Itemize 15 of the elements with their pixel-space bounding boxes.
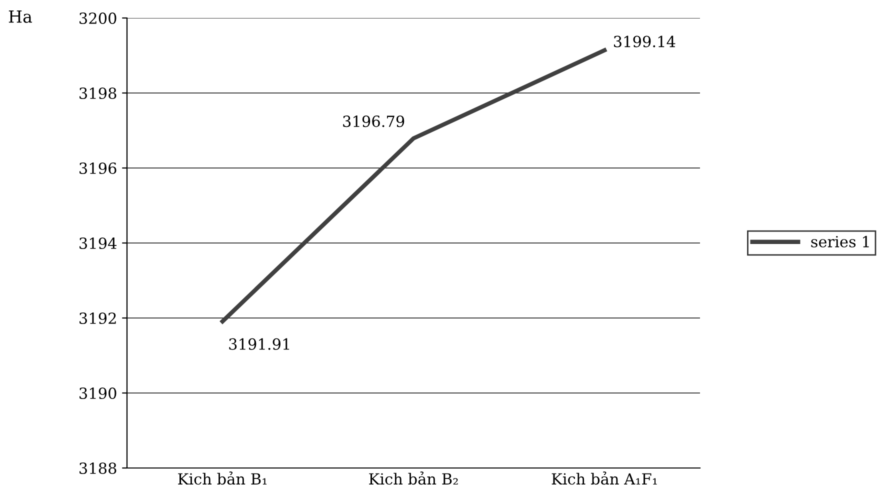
data-label: 3191.91 xyxy=(229,338,290,350)
y-axis-title: Ha xyxy=(8,10,32,23)
y-tick-label: 3198 xyxy=(80,87,116,100)
y-tick-label: 3192 xyxy=(80,312,116,324)
data-label: 3199.14 xyxy=(614,36,676,48)
y-tick-label: 3194 xyxy=(80,237,117,250)
legend-label: series 1 xyxy=(811,236,869,248)
x-tick-label: Kich bản A₁F₁ xyxy=(552,471,657,485)
y-tick-label: 3188 xyxy=(80,462,116,474)
y-tick-label: 3190 xyxy=(80,387,116,400)
y-tick-label: 3200 xyxy=(80,12,116,24)
x-tick-label: Kich bản B₂ xyxy=(369,471,458,485)
data-label: 3196.79 xyxy=(343,116,404,128)
x-tick-label: Kich bản B₁ xyxy=(178,471,267,485)
y-tick-label: 3196 xyxy=(80,162,116,174)
